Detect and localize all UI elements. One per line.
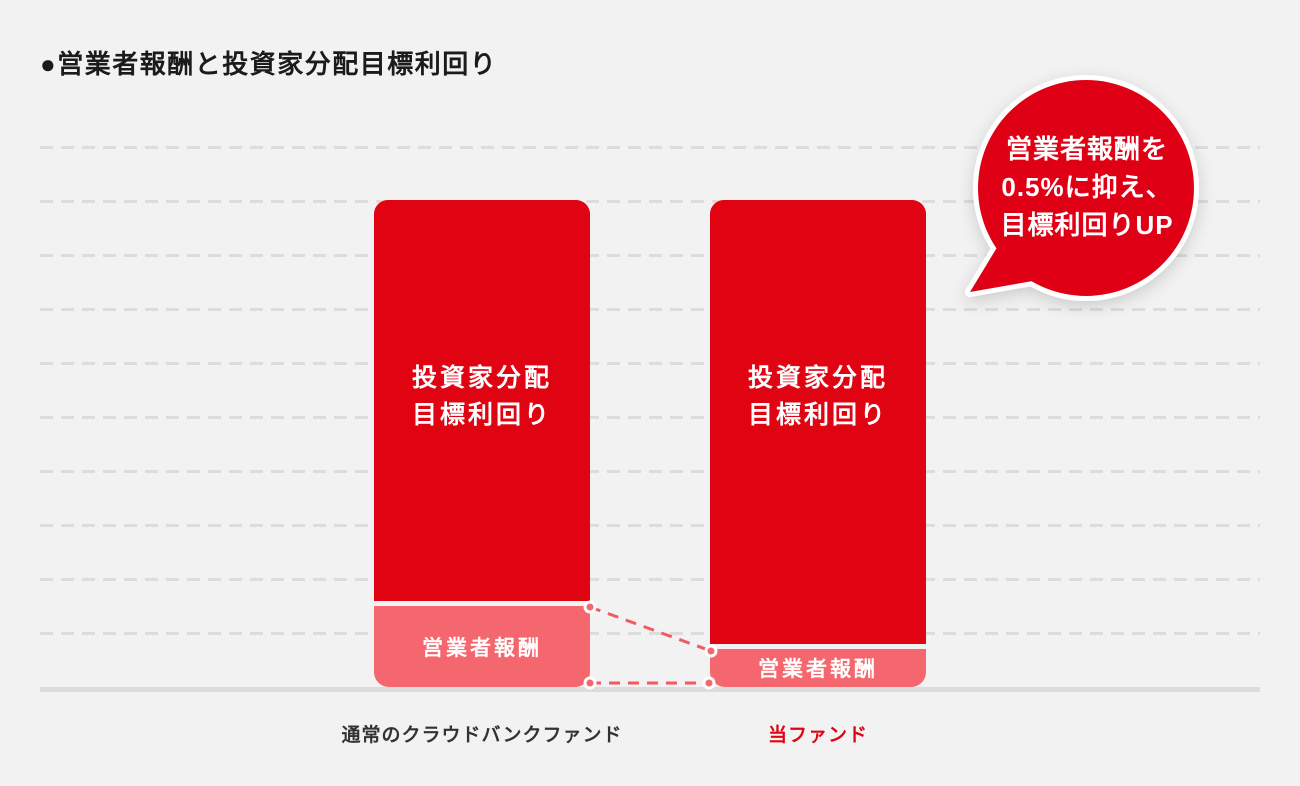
bar-normal-fee-segment: 営業者報酬 — [374, 606, 590, 687]
gridline — [40, 254, 1260, 257]
bubble-line3: 目標利回りUP — [1000, 210, 1174, 240]
bar-normal-investor-label: 投資家分配 目標利回り — [374, 360, 590, 434]
gridline — [40, 632, 1260, 635]
x-label-normal-fund: 通常のクラウドバンクファンド — [341, 725, 623, 746]
bar-this-investor-segment: 投資家分配 目標利回り — [710, 200, 926, 644]
gridline — [40, 146, 1260, 149]
bar-normal-fee-label: 営業者報酬 — [422, 636, 542, 660]
bar-this-investor-label: 投資家分配 目標利回り — [710, 360, 926, 434]
annotation-bubble: 営業者報酬を 0.5%に抑え、 目標利回りUP — [962, 68, 1212, 316]
bubble-line1: 営業者報酬を — [1005, 134, 1168, 164]
investor-label-line1: 投資家分配 — [411, 364, 552, 392]
chart-title: ●営業者報酬と投資家分配目標利回り — [40, 49, 498, 79]
connector-diagonal-line — [589, 605, 712, 653]
x-axis-baseline — [40, 687, 1260, 692]
annotation-bubble-shape — [965, 75, 1199, 301]
gridline — [40, 200, 1260, 203]
gridline — [40, 578, 1260, 581]
investor-label-line2: 目標利回り — [411, 401, 552, 429]
bar-normal-investor-segment: 投資家分配 目標利回り — [374, 200, 590, 601]
gridline — [40, 470, 1260, 473]
investor-label-line1: 投資家分配 — [747, 364, 888, 392]
gridline — [40, 308, 1260, 311]
bubble-line2: 0.5%に抑え、 — [1001, 172, 1173, 202]
gridline — [40, 524, 1260, 527]
bar-this-fee-label: 営業者報酬 — [758, 658, 878, 681]
gridline — [40, 416, 1260, 419]
gridline — [40, 362, 1260, 365]
investor-label-line2: 目標利回り — [747, 401, 888, 429]
x-label-this-fund: 当ファンド — [767, 725, 868, 746]
annotation-bubble-text: 営業者報酬を 0.5%に抑え、 目標利回りUP — [962, 130, 1212, 244]
bar-this-fee-segment: 営業者報酬 — [710, 649, 926, 687]
